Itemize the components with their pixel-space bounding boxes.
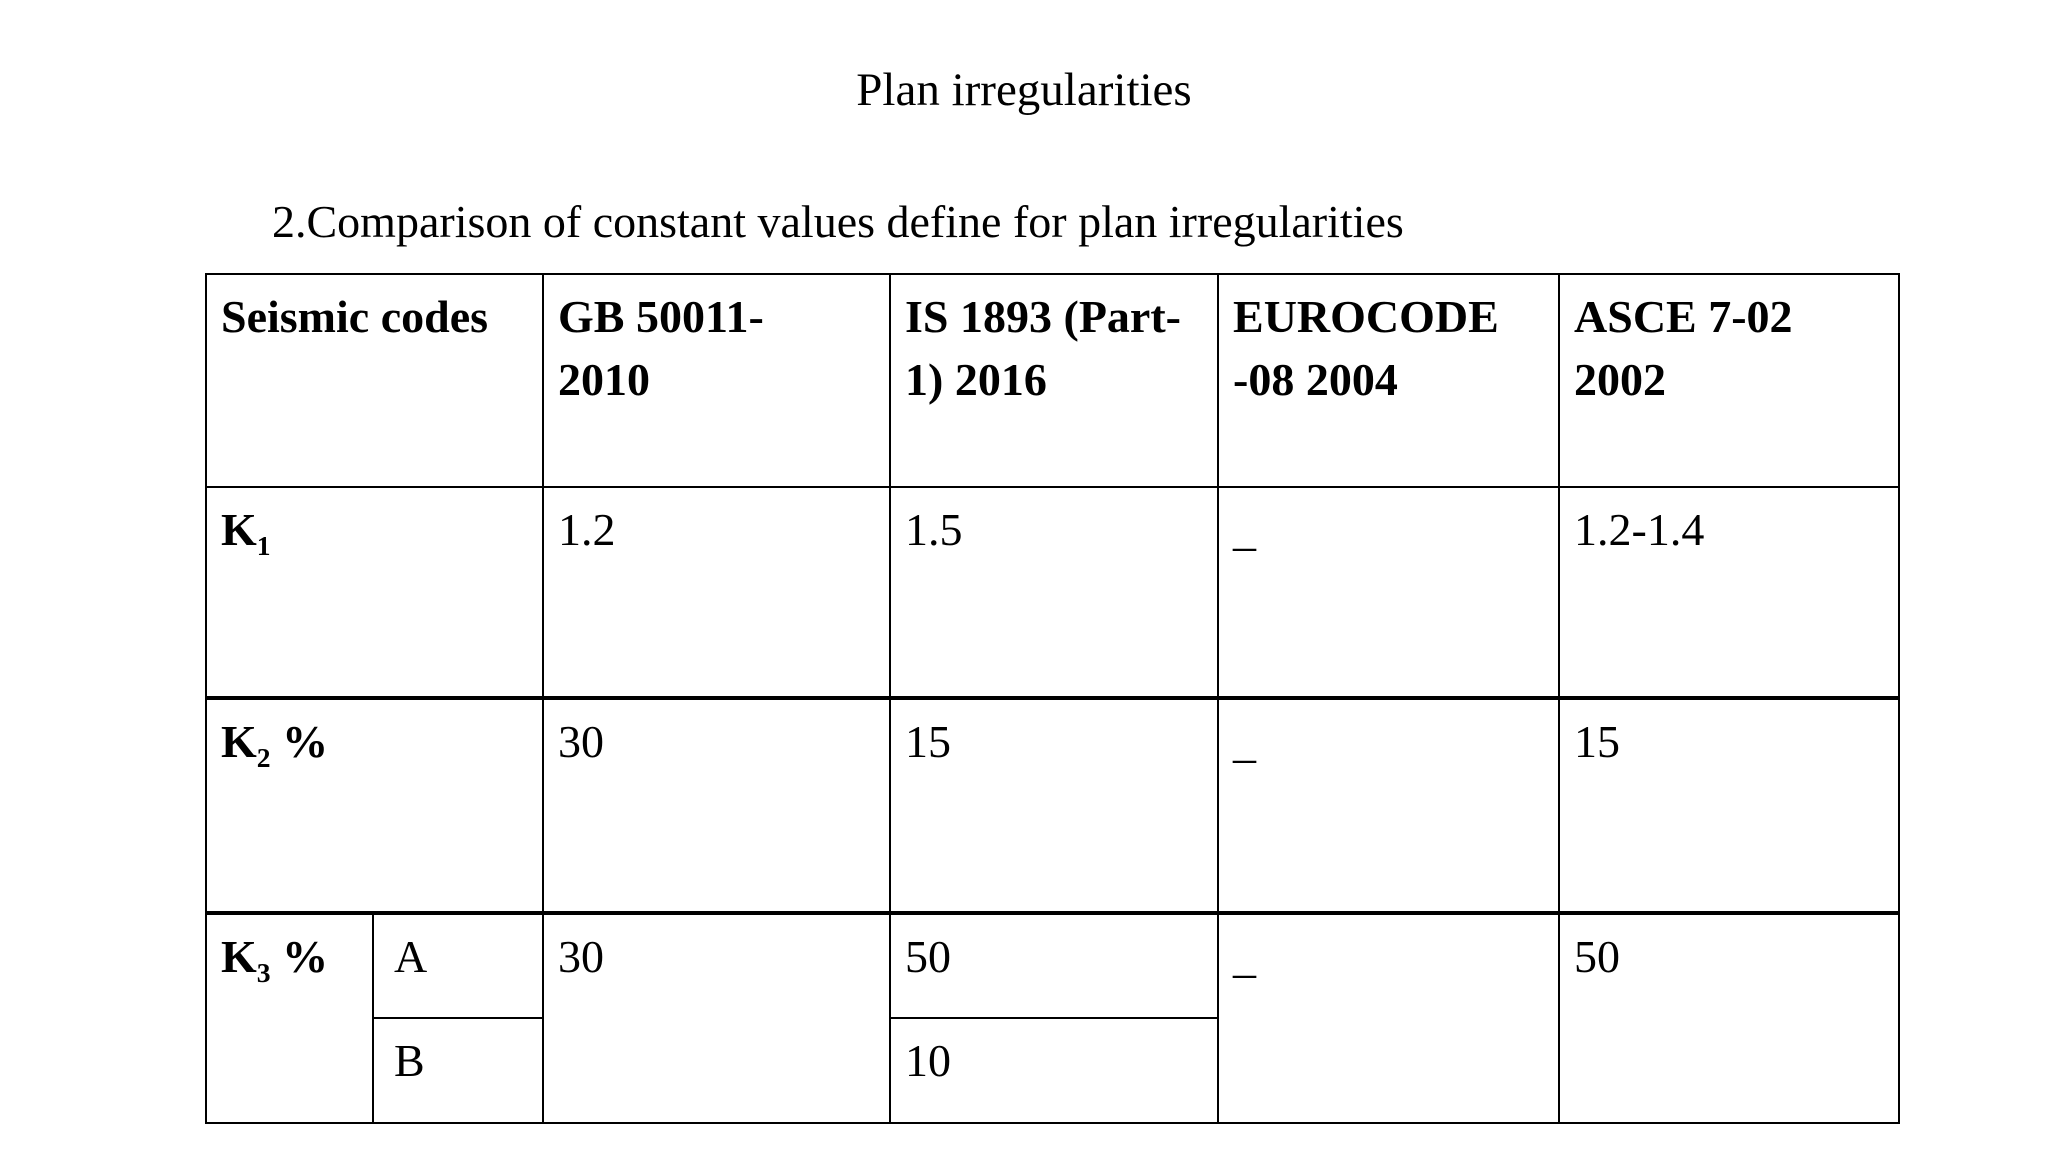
row-label-k3: K3 %: [205, 912, 374, 1124]
cell-k1-eurocode: _: [1217, 486, 1561, 700]
table-row-k3-case-a: K3 % A 30 50 _ 50: [205, 912, 1901, 1124]
cell-k2-is: 15: [889, 697, 1220, 915]
column-header-asce-7-02: ASCE 7-02 2002: [1558, 273, 1901, 488]
comparison-table: Seismic codes GB 50011- 2010 IS 1893 (Pa…: [204, 273, 1901, 1124]
row-label-k3-suffix: %: [270, 931, 329, 982]
subcell-k3-case-a: A: [371, 912, 545, 1019]
row-label-k2-suffix: %: [270, 716, 329, 767]
column-header-gb-50011-2010: GB 50011- 2010: [542, 273, 892, 488]
cell-k3-gb: 30: [542, 912, 892, 1124]
table-row-k3-case-b: B 10: [206, 1017, 1899, 1124]
row-label-k3-subscript: 3: [256, 957, 271, 989]
column-header-eurocode: EUROCODE -08 2004: [1217, 273, 1561, 488]
row-label-k2-subscript: 2: [256, 742, 271, 774]
cell-k2-eurocode: _: [1217, 697, 1561, 915]
table-row-k1: K1 1.2 1.5 _ 1.2-1.4: [204, 486, 1901, 700]
row-label-k1: K1: [204, 486, 545, 700]
row-label-k2: K2 %: [204, 697, 545, 915]
page-title: Plan irregularities: [856, 64, 1192, 116]
cell-k3-asce: 50: [1558, 912, 1901, 1124]
section-heading: 2.Comparison of constant values define f…: [272, 196, 1404, 247]
cell-k3-is-a: 50: [889, 912, 1220, 1019]
row-label-k3-base: K: [221, 931, 257, 982]
column-header-is-1893: IS 1893 (Part- 1) 2016: [889, 273, 1220, 488]
table-header-row: Seismic codes GB 50011- 2010 IS 1893 (Pa…: [204, 273, 1901, 488]
cell-k2-asce: 15: [1558, 697, 1901, 915]
corner-header-cell: Seismic codes: [204, 273, 545, 488]
cell-k1-is: 1.5: [889, 486, 1220, 700]
cell-k3-is-b: 10: [889, 1017, 1220, 1124]
cell-k1-asce: 1.2-1.4: [1558, 486, 1901, 700]
cell-k2-gb: 30: [542, 697, 892, 915]
row-label-k1-base: K: [221, 504, 257, 555]
cell-k1-gb: 1.2: [542, 486, 892, 700]
table-row-k2: K2 % 30 15 _ 15: [204, 697, 1901, 915]
subcell-k3-case-b: B: [371, 1017, 545, 1124]
row-label-k2-base: K: [221, 716, 257, 767]
cell-k3-eurocode: _: [1217, 912, 1561, 1124]
row-label-k1-subscript: 1: [256, 530, 271, 562]
